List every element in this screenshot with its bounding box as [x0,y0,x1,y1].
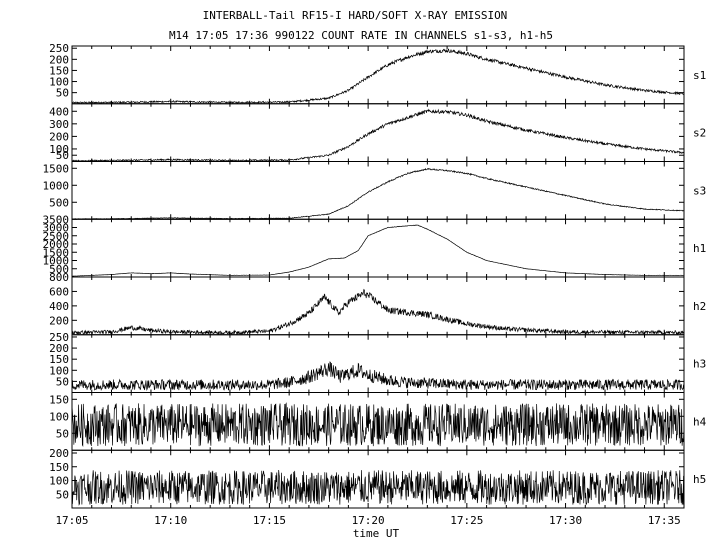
series-line-s2 [72,108,684,162]
y-tick-label: 50 [56,375,69,388]
y-tick-label: 1000 [43,255,70,268]
x-tick-label: 17:10 [154,514,187,527]
series-line-h5 [72,470,684,506]
chart-panels: 25020015010050s140030020010050s215001000… [43,42,707,509]
y-tick-label: 150 [49,393,69,406]
y-tick-label: 50 [56,488,69,501]
y-tick-label: 150 [49,461,69,474]
series-label-s1: s1 [693,69,706,82]
y-tick-label: 1500 [43,162,70,175]
y-tick-label: 100 [49,475,69,488]
y-tick-label: 50 [56,87,69,100]
y-tick-label: 600 [49,285,69,298]
y-tick-label: 800 [49,271,69,284]
series-label-h2: h2 [693,300,706,313]
chart-title: INTERBALL-Tail RF15-I HARD/SOFT X-RAY EM… [203,9,508,22]
y-tick-label: 400 [49,105,69,118]
panel-s3: 1500 1000 500 s3 [43,161,706,220]
series-line-h2 [72,288,684,335]
y-tick-label: 200 [49,130,69,143]
series-label-s2: s2 [693,127,706,140]
y-tick-label: 100 [49,143,69,156]
x-tick-label: 17:15 [253,514,286,527]
y-tick-label: 200 [49,447,69,460]
series-line-s1 [72,48,684,104]
y-tick-label: 150 [49,353,69,366]
series-label-s3: s3 [693,184,706,197]
x-axis: 17:05 17:10 17:15 17:20 17:25 17:30 17:35 [55,514,680,527]
y-tick-label: 150 [49,64,69,77]
series-line-h1 [72,224,684,277]
y-tick-label: 1500 [43,246,70,259]
y-tick-label: 200 [49,314,69,327]
y-tick-label: 250 [49,42,69,55]
y-tick-label: 100 [49,410,69,423]
y-tick-label: 50 [56,149,69,162]
y-tick-label: 2500 [43,230,70,243]
y-tick-label: 3500 [43,213,70,226]
y-tick-label: 100 [49,76,69,89]
x-tick-label: 17:30 [549,514,582,527]
panel-frame [71,276,685,336]
panel-frame [71,161,685,220]
y-tick-label: 2000 [43,238,70,251]
series-label-h1: h1 [693,242,706,255]
y-tick-label: 100 [49,364,69,377]
panel-frame [71,45,685,105]
y-tick-label: 500 [49,196,69,209]
series-label-h3: h3 [693,358,706,371]
y-tick-label: 300 [49,118,69,131]
x-tick-label: 17:25 [450,514,483,527]
series-line-s3 [72,167,684,220]
y-tick-label: 200 [49,342,69,355]
series-line-h4 [72,402,684,447]
x-tick-label: 17:35 [648,514,681,527]
panel-frame [71,103,685,162]
x-tick-label: 17:20 [352,514,385,527]
y-tick-label: 250 [49,331,69,344]
panel-frame [71,218,685,278]
panel-h4: 150 100 50 h4 [49,392,707,451]
x-tick-label: 17:05 [55,514,88,527]
y-tick-label: 3000 [43,222,70,235]
y-tick-label: 1000 [43,179,70,192]
y-tick-label: 500 [49,263,69,276]
series-label-h4: h4 [693,415,707,428]
chart-subtitle: M14 17:05 17:36 990122 COUNT RATE IN CHA… [169,29,553,42]
series-line-h3 [72,361,684,392]
x-axis-label: time UT [353,527,400,540]
y-tick-label: 50 [56,427,69,440]
y-tick-label: 200 [49,53,69,66]
y-tick-label: 400 [49,300,69,313]
series-label-h5: h5 [693,473,706,486]
